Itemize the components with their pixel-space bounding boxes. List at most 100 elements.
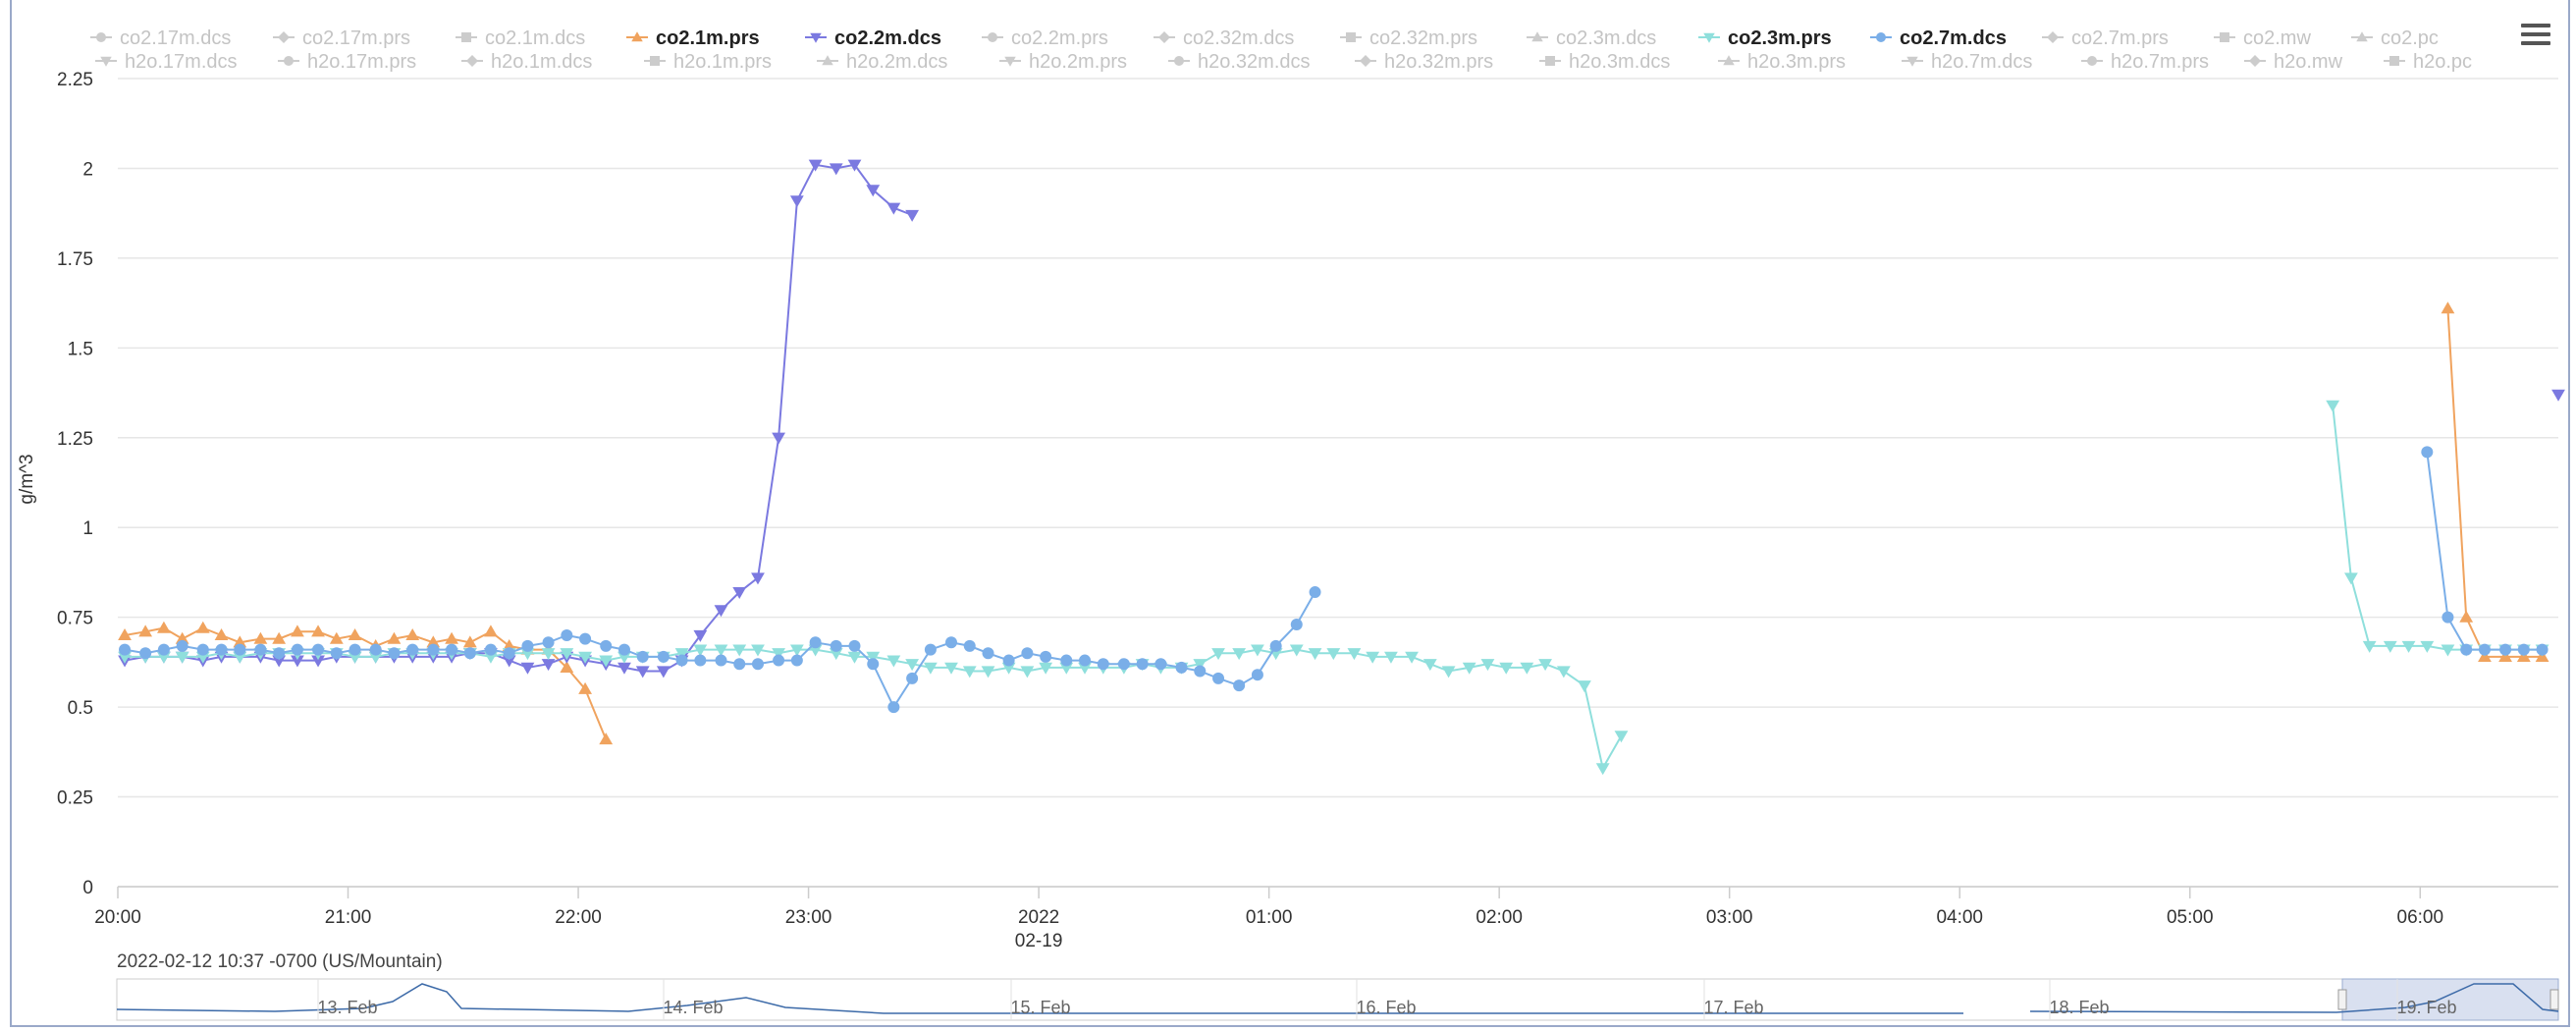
legend-item-h2o-7m-prs[interactable]: h2o.7m.prs (2081, 51, 2209, 73)
legend-symbol (650, 56, 660, 66)
legend-item-co2-3m-dcs[interactable]: co2.3m.dcs (1527, 27, 1656, 49)
data-point (1021, 647, 1034, 660)
legend[interactable]: co2.17m.dcs co2.17m.prs co2.1m.dcs co2.1m.p… (90, 27, 2472, 73)
data-point (446, 643, 458, 656)
data-point (808, 644, 823, 657)
data-point (1347, 648, 1362, 661)
legend-item-h2o-1m-prs[interactable]: h2o.1m.prs (644, 51, 772, 73)
data-point (1326, 648, 1341, 661)
navigator[interactable]: 13. Feb 14. Feb 15. Feb 16. Feb 17. Feb 18. F… (116, 978, 2559, 1021)
legend-item-h2o-1m-dcs[interactable]: h2o.1m.dcs (461, 51, 592, 73)
legend-item-co2-17m-dcs[interactable]: co2.17m.dcs (90, 27, 231, 49)
navigator-handle[interactable] (2549, 989, 2559, 1010)
x-tick-label: 06:00 (2397, 907, 2444, 928)
data-point (1059, 662, 1074, 675)
legend-item-h2o-2m-prs[interactable]: h2o.2m.prs (999, 51, 1127, 73)
navigator-handle[interactable] (2337, 989, 2347, 1010)
legend-item-co2-32m-prs[interactable]: co2.32m.prs (1340, 27, 1477, 49)
legend-symbol (466, 55, 478, 67)
legend-item-h2o-3m-prs[interactable]: h2o.3m.prs (1718, 51, 1846, 73)
data-point (617, 651, 631, 664)
data-point (1441, 666, 1456, 678)
series-co2-3m-prs[interactable] (118, 400, 2549, 776)
series-co2-2m-dcs[interactable] (118, 159, 2565, 678)
data-point (886, 655, 901, 668)
legend-item-h2o-2m-dcs[interactable]: h2o.2m.dcs (817, 51, 947, 73)
data-point (1578, 680, 1591, 693)
legend-item-co2-3m-prs[interactable]: co2.3m.prs (1698, 27, 1832, 49)
legend-item-co2-7m-dcs[interactable]: co2.7m.dcs (1870, 27, 2007, 49)
legend-item-h2o-mw[interactable]: h2o.mw (2244, 51, 2343, 73)
legend-symbol (2087, 56, 2097, 66)
legend-label: co2.2m.prs (1011, 27, 1108, 49)
data-point (2362, 640, 2377, 653)
data-point (962, 666, 977, 678)
data-point (693, 629, 708, 642)
data-point (369, 643, 382, 656)
legend-item-h2o-17m-prs[interactable]: h2o.17m.prs (278, 51, 416, 73)
legend-item-co2-32m-dcs[interactable]: co2.32m.dcs (1154, 27, 1294, 49)
legend-item-co2-2m-prs[interactable]: co2.2m.prs (982, 27, 1108, 49)
data-point (772, 648, 785, 661)
data-point (272, 631, 287, 644)
data-point (751, 572, 765, 585)
data-point (2326, 400, 2340, 412)
legend-symbol (1531, 31, 1543, 42)
y-axis: 0 0.25 0.5 0.75 1 1.25 1.5 1.75 2 2.25 (57, 70, 93, 898)
data-point (789, 644, 804, 657)
legend-symbol (822, 55, 833, 66)
data-point (157, 643, 170, 656)
data-point (1079, 654, 1092, 667)
data-point (427, 643, 440, 656)
data-point (405, 628, 420, 641)
y-tick-label: 2.25 (57, 70, 93, 90)
data-point (1060, 654, 1073, 667)
x-tick-label: 01:00 (1246, 907, 1293, 928)
legend-symbol (1346, 32, 1356, 42)
data-point (1233, 679, 1246, 692)
data-point (520, 662, 535, 675)
series-co2-1m-prs[interactable] (118, 301, 2549, 745)
legend-item-co2-mw[interactable]: co2.mw (2214, 27, 2311, 49)
data-point (2551, 389, 2565, 402)
legend-label: h2o.7m.dcs (1931, 51, 2032, 73)
y-tick-label: 1 (82, 518, 93, 539)
legend-item-h2o-3m-dcs[interactable]: h2o.3m.dcs (1539, 51, 1670, 73)
hamburger-menu-icon[interactable] (2521, 24, 2550, 49)
data-point (484, 624, 498, 637)
y-axis-label: g/m^3 (17, 454, 37, 504)
legend-item-h2o-7m-dcs[interactable]: h2o.7m.dcs (1902, 51, 2032, 73)
data-point (503, 647, 515, 660)
legend-item-h2o-32m-dcs[interactable]: h2o.32m.dcs (1168, 51, 1311, 73)
legend-item-co2-17m-prs[interactable]: co2.17m.prs (273, 27, 410, 49)
legend-symbol (1360, 55, 1371, 67)
data-point (905, 209, 920, 222)
legend-item-h2o-17m-dcs[interactable]: h2o.17m.dcs (95, 51, 238, 73)
series-co2-7m-dcs[interactable] (119, 446, 2549, 714)
legend-item-co2-7m-prs[interactable]: co2.7m.prs (2042, 27, 2169, 49)
legend-symbol (1723, 55, 1735, 66)
legend-label: co2.3m.dcs (1556, 27, 1656, 49)
data-point (234, 643, 246, 656)
legend-item-h2o-32m-prs[interactable]: h2o.32m.prs (1355, 51, 1493, 73)
legend-item-co2-2m-dcs[interactable]: co2.2m.dcs (805, 27, 941, 49)
data-point (1002, 654, 1015, 667)
data-point (426, 635, 441, 648)
legend-label: co2.17m.prs (302, 27, 410, 49)
legend-label: h2o.32m.dcs (1198, 51, 1311, 73)
data-point (139, 647, 152, 660)
legend-item-h2o-pc[interactable]: h2o.pc (2384, 51, 2472, 73)
data-point (578, 651, 592, 664)
legend-label: h2o.2m.dcs (846, 51, 947, 73)
legend-item-co2-1m-dcs[interactable]: co2.1m.dcs (456, 27, 585, 49)
data-point (561, 628, 573, 641)
legend-label: h2o.17m.prs (307, 51, 416, 73)
data-point (732, 586, 747, 599)
legend-item-co2-1m-prs[interactable]: co2.1m.prs (626, 27, 760, 49)
data-point (484, 643, 497, 656)
data-point (214, 628, 229, 641)
data-point (1309, 586, 1321, 599)
legend-item-co2-pc[interactable]: co2.pc (2351, 27, 2439, 49)
data-point (886, 202, 901, 215)
data-point (714, 644, 728, 657)
